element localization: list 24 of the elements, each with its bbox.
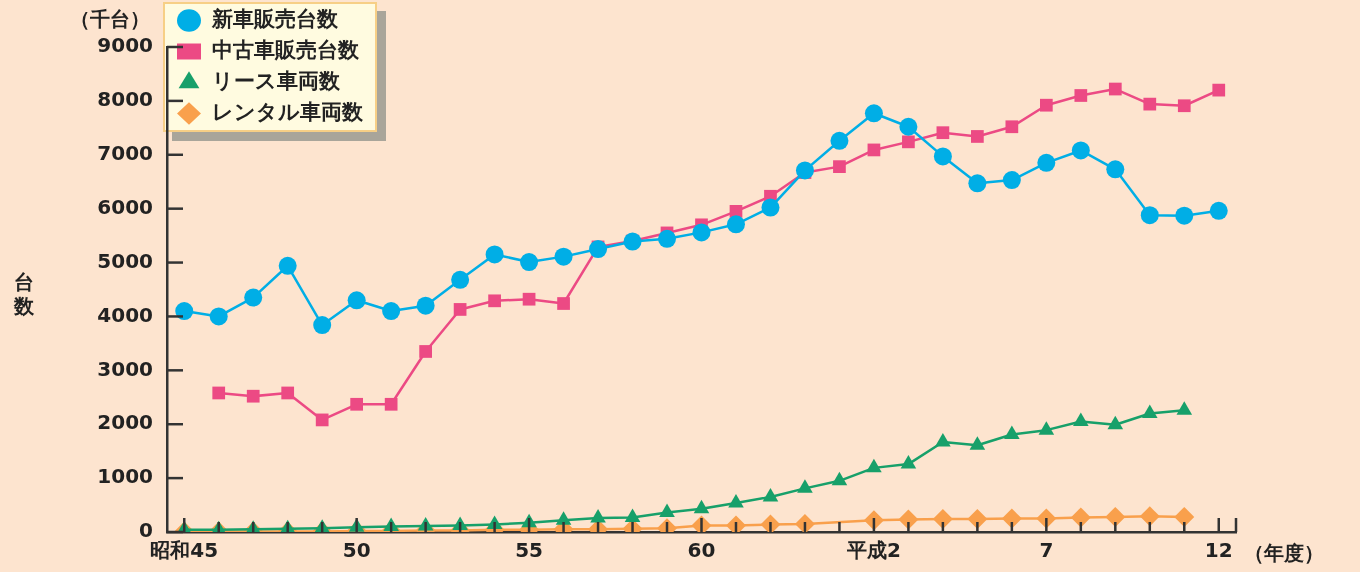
y-tick-label: 3000 (97, 356, 153, 381)
x-tick-label: 60 (687, 538, 716, 563)
y-tick-label: 0 (139, 518, 153, 543)
text: （千台） (70, 6, 150, 33)
legend-label: レンタル車両数 (211, 99, 364, 124)
y-tick-label: 8000 (97, 87, 153, 112)
x-axis-title: （年度） (1244, 540, 1324, 567)
x-tick-label: 12 (1204, 538, 1233, 563)
legend-label: 中古車販売台数 (211, 37, 360, 62)
y-tick-label: 4000 (97, 302, 153, 327)
x-tick-label: 55 (515, 538, 543, 563)
y-tick-label: 5000 (97, 248, 153, 273)
x-tick-label: 昭和45 (150, 538, 219, 563)
x-tick-label: 7 (1039, 538, 1054, 563)
legend-label: リース車両数 (211, 68, 341, 93)
y-tick-label: 1000 (97, 464, 153, 489)
y-tick-label: 7000 (97, 140, 153, 165)
legend-label: 新車販売台数 (210, 6, 339, 31)
y-tick-label: 2000 (97, 410, 153, 435)
y-axis-title: 台数 (14, 270, 35, 318)
y-tick-label: 9000 (97, 33, 153, 58)
y-tick-label: 6000 (97, 194, 153, 219)
x-tick-label: 平成2 (845, 538, 901, 563)
x-tick-label: 50 (342, 538, 371, 563)
